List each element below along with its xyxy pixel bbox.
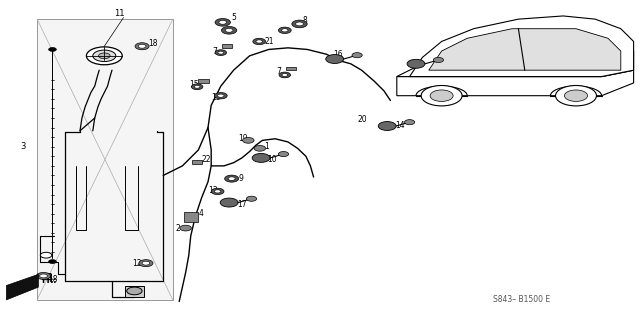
Circle shape	[40, 274, 47, 278]
Circle shape	[142, 261, 150, 265]
Circle shape	[282, 29, 288, 32]
Text: 1: 1	[264, 142, 269, 151]
Circle shape	[225, 175, 239, 182]
Text: 13: 13	[211, 93, 221, 102]
Circle shape	[278, 152, 289, 157]
Polygon shape	[198, 79, 209, 83]
Circle shape	[292, 20, 307, 28]
Polygon shape	[397, 70, 634, 96]
Circle shape	[556, 85, 596, 106]
Circle shape	[195, 85, 200, 88]
Polygon shape	[184, 212, 198, 222]
Circle shape	[49, 48, 56, 51]
Text: 7: 7	[212, 47, 218, 56]
Circle shape	[352, 53, 362, 58]
Text: 11: 11	[114, 9, 124, 18]
Circle shape	[40, 252, 52, 258]
Text: 16: 16	[333, 50, 342, 59]
Text: 7: 7	[276, 67, 282, 76]
Polygon shape	[397, 35, 634, 77]
Text: FR.: FR.	[42, 276, 57, 285]
Circle shape	[36, 272, 51, 279]
Text: 20: 20	[357, 115, 367, 124]
Text: 5: 5	[232, 13, 237, 22]
Text: 17: 17	[237, 200, 246, 209]
Text: 22: 22	[202, 155, 211, 164]
Circle shape	[99, 53, 110, 59]
Circle shape	[421, 85, 462, 106]
Circle shape	[139, 260, 153, 267]
Circle shape	[246, 196, 257, 201]
Text: 21: 21	[264, 37, 274, 46]
Text: 3: 3	[20, 142, 26, 151]
Circle shape	[219, 20, 227, 24]
Circle shape	[215, 19, 230, 26]
Circle shape	[433, 57, 444, 63]
Circle shape	[180, 225, 191, 231]
Circle shape	[326, 55, 344, 63]
Text: 19: 19	[238, 134, 248, 143]
Text: 2: 2	[176, 224, 180, 233]
Circle shape	[215, 50, 227, 56]
Polygon shape	[192, 160, 202, 164]
Circle shape	[252, 153, 270, 162]
Text: S843– B1500 E: S843– B1500 E	[493, 295, 550, 304]
Circle shape	[49, 260, 56, 263]
Circle shape	[218, 51, 224, 54]
Circle shape	[564, 90, 588, 101]
Text: 8: 8	[302, 16, 307, 25]
Circle shape	[218, 94, 224, 97]
Polygon shape	[6, 274, 38, 300]
Circle shape	[221, 26, 237, 34]
Polygon shape	[222, 44, 232, 48]
Circle shape	[214, 190, 221, 193]
Circle shape	[243, 137, 254, 143]
Circle shape	[278, 27, 291, 33]
Circle shape	[93, 50, 116, 62]
Circle shape	[253, 38, 266, 45]
Text: 12: 12	[132, 259, 142, 268]
Text: 4: 4	[198, 209, 204, 218]
Circle shape	[296, 22, 303, 26]
Circle shape	[254, 145, 266, 151]
Circle shape	[430, 90, 453, 101]
Polygon shape	[410, 16, 634, 77]
Circle shape	[282, 74, 288, 77]
Text: 10: 10	[268, 155, 277, 164]
Circle shape	[127, 287, 142, 295]
Circle shape	[378, 122, 396, 130]
Text: 15: 15	[189, 80, 199, 89]
Circle shape	[279, 72, 291, 78]
Text: 9: 9	[239, 174, 244, 182]
Circle shape	[256, 40, 262, 43]
Text: 13: 13	[208, 186, 218, 195]
Text: FR.: FR.	[40, 273, 56, 282]
Circle shape	[220, 198, 238, 207]
Circle shape	[135, 43, 149, 50]
Polygon shape	[37, 19, 173, 300]
Text: 14: 14	[396, 121, 405, 130]
Text: 18: 18	[148, 39, 158, 48]
Circle shape	[225, 28, 233, 32]
Circle shape	[138, 44, 146, 48]
Polygon shape	[429, 29, 621, 70]
Circle shape	[407, 59, 425, 68]
Polygon shape	[125, 286, 144, 297]
Polygon shape	[286, 67, 296, 70]
Circle shape	[404, 120, 415, 125]
Text: 18: 18	[48, 275, 58, 284]
Circle shape	[214, 93, 227, 99]
Circle shape	[86, 47, 122, 65]
Circle shape	[211, 188, 224, 195]
Circle shape	[228, 177, 236, 181]
Circle shape	[191, 84, 203, 90]
